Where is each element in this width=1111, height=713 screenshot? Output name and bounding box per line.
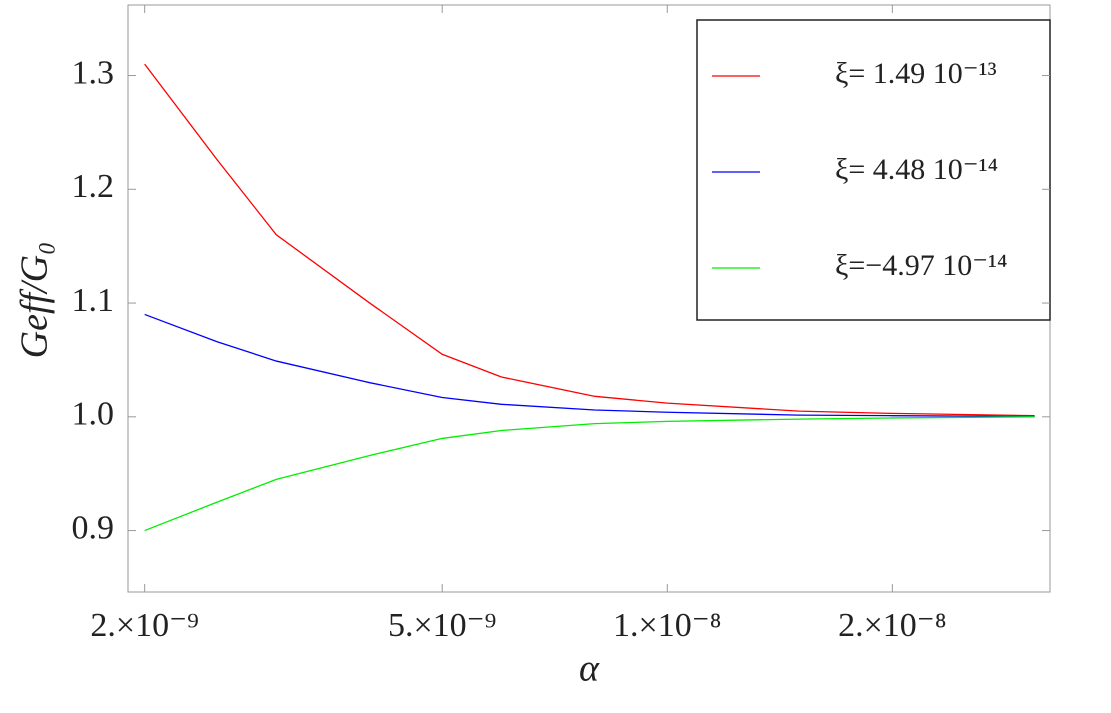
legend-label: ξ=−4.97 10⁻¹⁴ [835, 249, 1008, 282]
line-series [144, 416, 1035, 532]
x-tick-label: 2.×10⁻⁸ [838, 607, 946, 644]
y-tick-label: 1.0 [72, 396, 115, 433]
y-tick-label: 1.3 [72, 54, 115, 91]
y-tick-label: 0.9 [72, 509, 115, 546]
y-axis-label: Geff/G₀ [14, 242, 56, 359]
line-series [144, 63, 1035, 417]
legend-label: ξ= 4.48 10⁻¹⁴ [835, 153, 998, 186]
x-tick-label: 5.×10⁻⁹ [388, 607, 496, 644]
y-tick-label: 1.1 [72, 282, 115, 319]
legend-box [696, 19, 1051, 321]
x-tick-label: 1.×10⁻⁸ [613, 607, 721, 644]
y-tick-label: 1.2 [72, 168, 115, 205]
x-tick-label: 2.×10⁻⁹ [90, 607, 198, 644]
legend-label: ξ= 1.49 10⁻¹³ [835, 57, 997, 90]
line-series [144, 313, 1035, 418]
x-axis-label: α [579, 648, 600, 690]
